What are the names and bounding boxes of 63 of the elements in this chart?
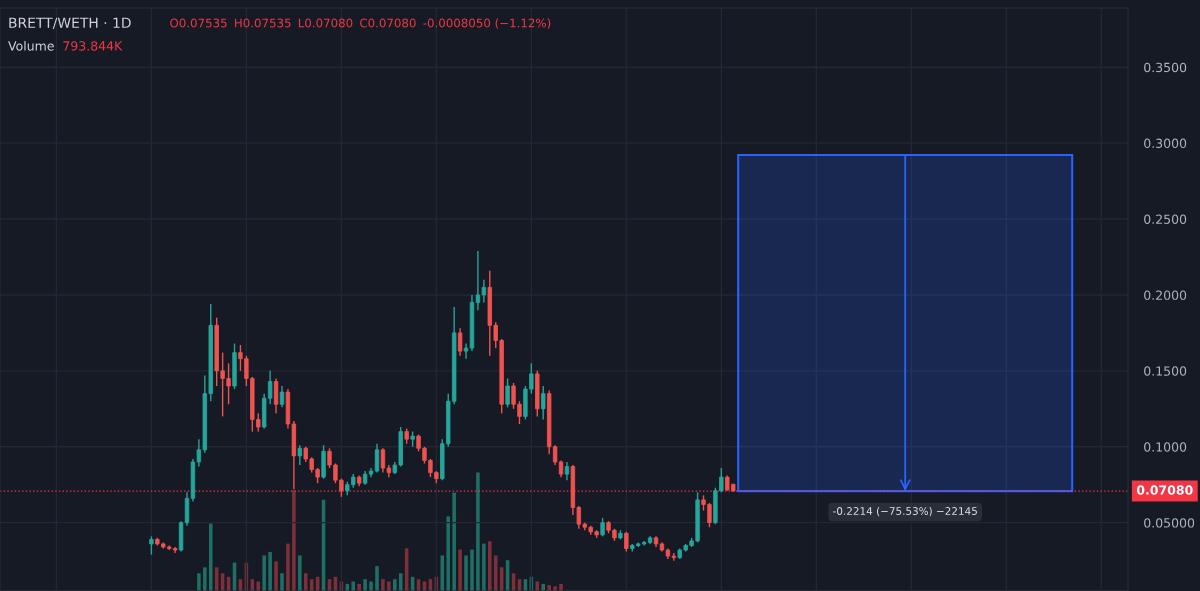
- candlestick: [541, 385, 546, 421]
- y-tick-label: 0.1500: [1144, 366, 1187, 376]
- chart-title: Volume: [8, 40, 54, 51]
- bar: [292, 490, 296, 591]
- bar: [488, 541, 492, 591]
- y-tick-label: 0.1000: [1144, 442, 1187, 452]
- annotation: C0.07080: [360, 18, 416, 28]
- annotation: H0.07535: [235, 18, 291, 28]
- bar: [280, 573, 284, 591]
- y-tick-label: 0.2500: [1144, 214, 1187, 224]
- bar: [369, 581, 373, 591]
- bar: [351, 581, 356, 591]
- bar: [493, 555, 498, 591]
- bar: [363, 579, 367, 591]
- candlestick: [457, 327, 463, 357]
- candlestick: [149, 535, 154, 556]
- bar: [286, 543, 290, 591]
- candlestick: [624, 531, 629, 553]
- bar: [298, 555, 302, 591]
- candlestick: [279, 385, 285, 408]
- annotation: 793.844K: [63, 41, 123, 51]
- candlestick: [564, 461, 570, 481]
- bar: [387, 581, 391, 591]
- bar: [553, 586, 557, 591]
- bar: [375, 566, 379, 591]
- y-tick-label: 0.3500: [1144, 62, 1187, 73]
- ref-line-label: 0.07080: [1136, 485, 1193, 495]
- bar: [452, 492, 456, 591]
- bar: [274, 561, 278, 591]
- bar: [381, 579, 385, 591]
- y-tick-label: 0.2000: [1144, 290, 1187, 300]
- bar: [398, 573, 403, 591]
- bar: [476, 472, 480, 591]
- y-tick-label: 0.05000: [1144, 518, 1195, 528]
- candlestick: [374, 443, 380, 474]
- annotation: -0.0008050 (−1.12%): [423, 18, 551, 29]
- bar: [197, 573, 201, 591]
- annotation: O0.07535: [170, 18, 227, 28]
- candlestick: [297, 444, 303, 466]
- bar: [464, 555, 468, 591]
- bar: [203, 567, 207, 591]
- bar: [208, 523, 213, 591]
- bar: [541, 583, 545, 591]
- bar: [268, 551, 272, 591]
- bar: [393, 579, 397, 591]
- bar: [262, 555, 266, 591]
- y-tick-label: 0.3000: [1144, 138, 1187, 149]
- candlestick: [463, 342, 469, 360]
- bar: [458, 549, 462, 591]
- bar: [357, 583, 361, 591]
- bar: [303, 573, 308, 591]
- annotation: L0.07080: [298, 18, 353, 28]
- bar: [482, 543, 486, 591]
- bar: [470, 549, 474, 591]
- candlestick: [600, 517, 605, 538]
- bar: [446, 516, 451, 591]
- band-label: -0.2214 (−75.53%) −22145: [833, 506, 977, 517]
- bar: [547, 585, 551, 591]
- bar: [559, 583, 563, 591]
- candlestick: [505, 377, 510, 408]
- text: BRETT/WETH · 1D: [9, 17, 131, 30]
- bar: [256, 581, 261, 591]
- candlestick: [273, 377, 279, 415]
